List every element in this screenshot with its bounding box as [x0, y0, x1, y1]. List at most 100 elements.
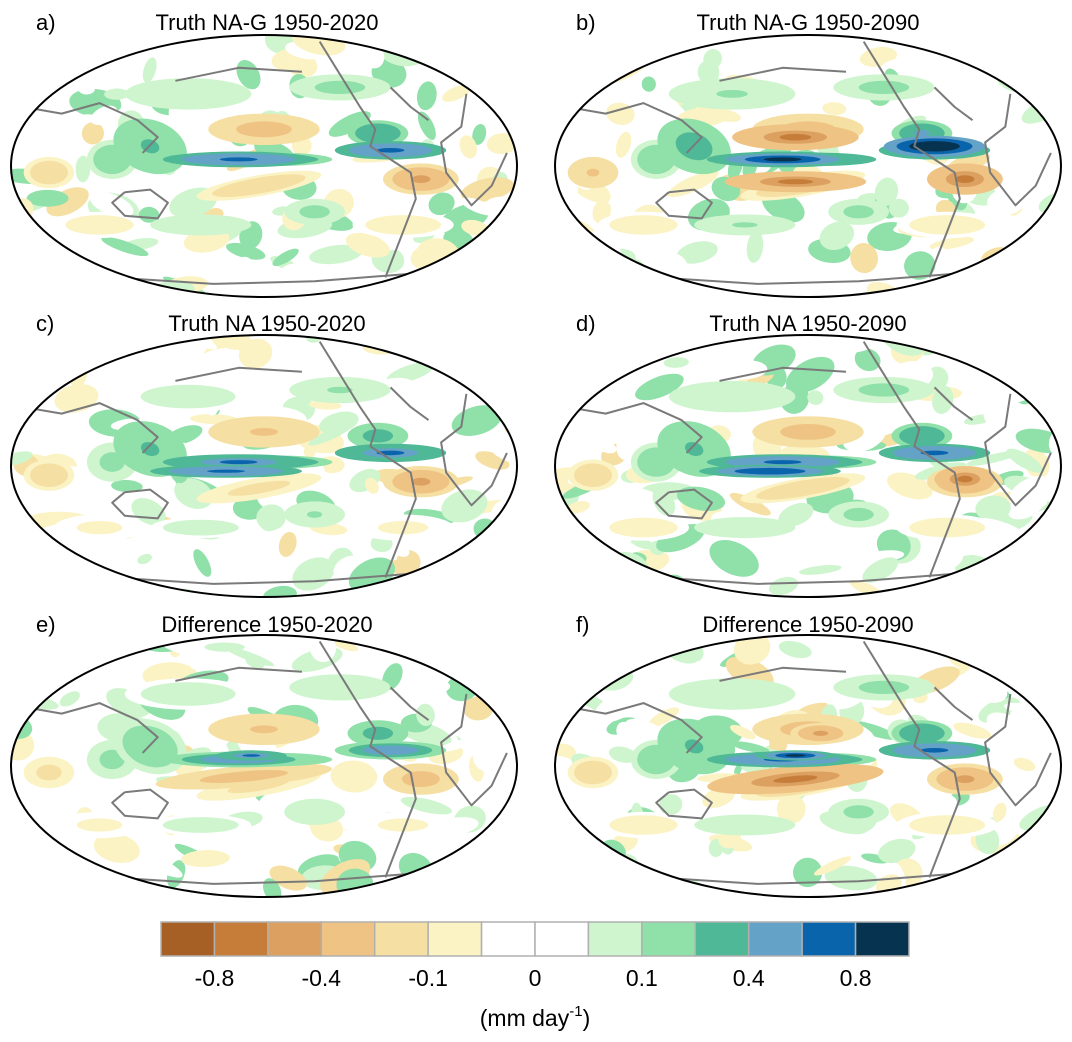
anomaly-patch: [851, 208, 867, 216]
anomaly-patch: [17, 266, 49, 297]
anomaly-patch: [1011, 876, 1041, 893]
anomaly-patch: [569, 543, 599, 562]
coastline: [23, 402, 159, 454]
anomaly-patch: [967, 674, 1008, 703]
anomaly-patch: [485, 685, 517, 703]
anomaly-patch: [1040, 279, 1054, 293]
anomaly-patch: [11, 682, 39, 702]
anomaly-patch: [38, 866, 59, 896]
anomaly-patch: [496, 361, 517, 382]
colorbar-cell: [694, 921, 750, 957]
colorbar-cell: [373, 921, 429, 957]
anomaly-patch: [988, 196, 1042, 209]
anomaly-patch: [42, 768, 56, 777]
anomaly-patch: [618, 350, 644, 365]
anomaly-patch: [188, 822, 214, 828]
anomaly-patch: [88, 821, 111, 829]
anomaly-patch: [591, 872, 616, 897]
anomaly-patch: [878, 838, 916, 864]
anomaly-patch: [180, 850, 230, 868]
anomaly-patch: [676, 486, 726, 512]
anomaly-patch: [376, 748, 405, 753]
anomaly-patch: [1013, 757, 1036, 771]
anomaly-patch: [254, 276, 272, 295]
anomaly-patch: [226, 242, 266, 260]
anomaly-patch: [763, 335, 801, 346]
panel-label: a): [36, 10, 56, 35]
anomaly-patch: [851, 511, 867, 518]
colorbar-cell: [267, 921, 323, 957]
anomaly-patch: [873, 401, 908, 430]
colorbar-tick-label: 0.4: [733, 965, 765, 991]
anomaly-patch: [591, 35, 636, 49]
anomaly-patch: [219, 157, 258, 162]
anomaly-patch: [75, 155, 91, 183]
colorbar: -0.8 -0.4 -0.1 0 0.1 0.4 0.8 (mm day-1): [160, 921, 910, 1031]
colorbar-cell: [480, 921, 536, 957]
panel-f: f) Difference 1950-2090: [554, 612, 1062, 898]
anomaly-patch: [1031, 389, 1061, 404]
anomaly-patch: [635, 635, 657, 650]
anomaly-patch: [1034, 832, 1056, 855]
anomaly-patch: [763, 157, 802, 162]
panel-a: a) Truth NA-G 1950-2020: [10, 10, 518, 298]
map-outline: [554, 634, 1062, 898]
anomaly-patch: [586, 768, 600, 777]
anomaly-patch: [993, 559, 1046, 597]
anomaly-patch: [42, 168, 56, 177]
anomaly-patch: [490, 676, 507, 691]
anomaly-patch: [822, 102, 847, 116]
anomaly-patch: [934, 221, 960, 229]
anomaly-patch: [621, 239, 641, 251]
colorbar-cell: [534, 921, 590, 957]
anomaly-patch: [11, 270, 43, 293]
anomaly-patch: [975, 495, 1011, 521]
anomaly-patch: [104, 88, 130, 100]
anomaly-patch: [11, 563, 37, 591]
anomaly-patch: [555, 87, 586, 108]
anomaly-patch: [813, 730, 829, 736]
anomaly-patch: [785, 754, 806, 757]
anomaly-patch: [193, 549, 212, 577]
anomaly-patch: [172, 392, 204, 401]
colorbar-cell: [320, 921, 376, 957]
map-field: [11, 35, 517, 297]
anomaly-patch: [267, 635, 316, 658]
coastline: [389, 686, 430, 721]
anomaly-patch: [188, 222, 214, 228]
anomaly-patch: [435, 682, 451, 694]
anomaly-patch: [446, 438, 459, 451]
anomaly-patch: [88, 524, 111, 531]
colorbar-cells: [160, 921, 910, 957]
anomaly-patch: [470, 105, 492, 121]
coastline: [175, 366, 302, 382]
colorbar-units-suffix: ): [583, 1005, 591, 1031]
anomaly-patch: [557, 35, 577, 58]
anomaly-patch: [477, 55, 503, 73]
anomaly-patch: [236, 256, 253, 272]
anomaly-patch: [307, 511, 323, 518]
map-outline: [10, 334, 518, 598]
colorbar-tick-label: -0.8: [195, 965, 235, 991]
anomaly-patch: [778, 502, 814, 527]
anomaly-patch: [61, 736, 83, 757]
anomaly-patch: [616, 432, 635, 460]
anomaly-patch: [659, 794, 683, 816]
coastline: [655, 788, 713, 820]
colorbar-tick-label: 0.8: [840, 965, 872, 991]
anomaly-patch: [848, 58, 864, 74]
anomaly-patch: [768, 576, 799, 596]
anomaly-patch: [586, 168, 600, 177]
colorbar-cell: [587, 921, 643, 957]
anomaly-patch: [457, 561, 475, 590]
anomaly-patch: [487, 350, 517, 374]
anomaly-patch: [100, 383, 115, 396]
coastline: [111, 788, 169, 820]
anomaly-patch: [454, 267, 479, 297]
coastline: [655, 188, 713, 220]
anomaly-patch: [101, 237, 149, 257]
anomaly-patch: [615, 131, 632, 158]
anomaly-patch: [140, 441, 160, 457]
coastline: [984, 693, 1052, 807]
anomaly-patch: [587, 253, 620, 273]
